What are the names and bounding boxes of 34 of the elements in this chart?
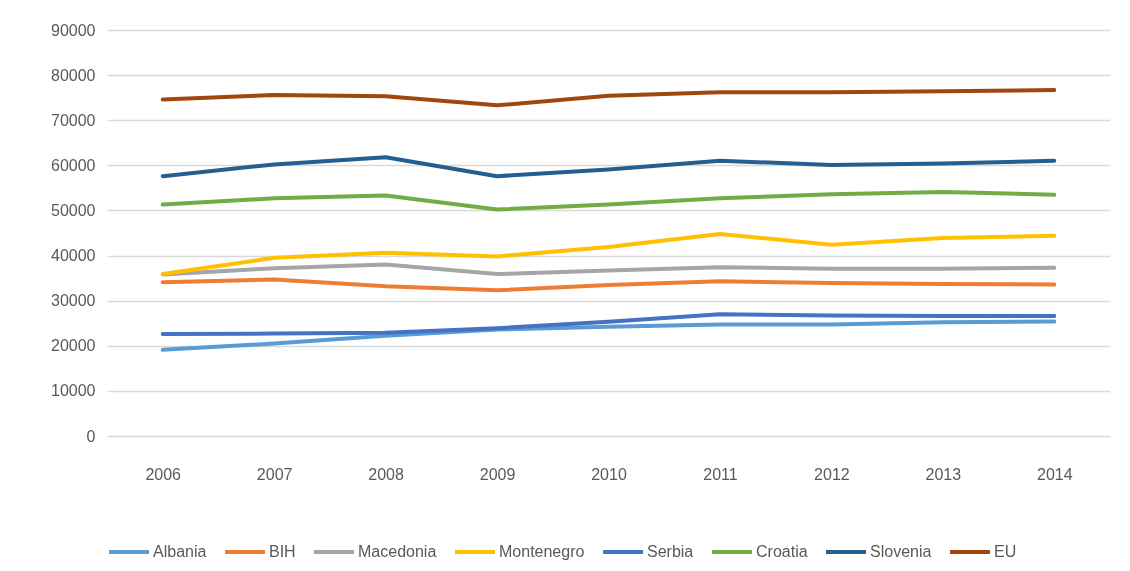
legend-label: Slovenia <box>870 543 932 560</box>
y-tick-label: 40000 <box>51 247 96 265</box>
line-series <box>160 312 1057 337</box>
y-tick-label: 80000 <box>51 66 96 84</box>
y-tick-label: 10000 <box>51 382 96 400</box>
x-tick-label: 2014 <box>1036 465 1073 483</box>
legend-label: BIH <box>269 543 296 560</box>
x-tick-label: 2008 <box>368 465 405 483</box>
y-tick-label: 0 <box>86 427 96 445</box>
x-tick-label: 2013 <box>925 465 962 483</box>
line-series <box>160 155 1057 179</box>
y-tick-label: 70000 <box>51 111 96 129</box>
line-series <box>160 88 1057 108</box>
y-tick-label: 50000 <box>51 201 96 219</box>
line-series <box>160 319 1057 352</box>
x-tick-label: 2007 <box>256 465 293 483</box>
x-tick-label: 2011 <box>703 465 738 483</box>
y-tick-label: 60000 <box>51 156 96 174</box>
x-tick-label: 2010 <box>591 465 627 483</box>
y-tick-label: 20000 <box>51 337 96 355</box>
line-series <box>160 277 1057 293</box>
legend-label: EU <box>994 543 1017 560</box>
legend-label: Macedonia <box>358 543 437 560</box>
x-tick-label: 2012 <box>814 465 850 483</box>
legend-label: Montenegro <box>499 543 585 560</box>
x-tick-label: 2009 <box>479 465 516 483</box>
y-tick-label: 90000 <box>51 21 96 39</box>
line-series <box>160 231 1057 277</box>
x-tick-label: 2006 <box>145 465 182 483</box>
legend-label: Croatia <box>756 543 808 560</box>
legend-label: Albania <box>153 543 207 560</box>
legend-label: Serbia <box>647 543 694 560</box>
line-series <box>160 189 1057 212</box>
y-tick-label: 30000 <box>51 292 96 310</box>
